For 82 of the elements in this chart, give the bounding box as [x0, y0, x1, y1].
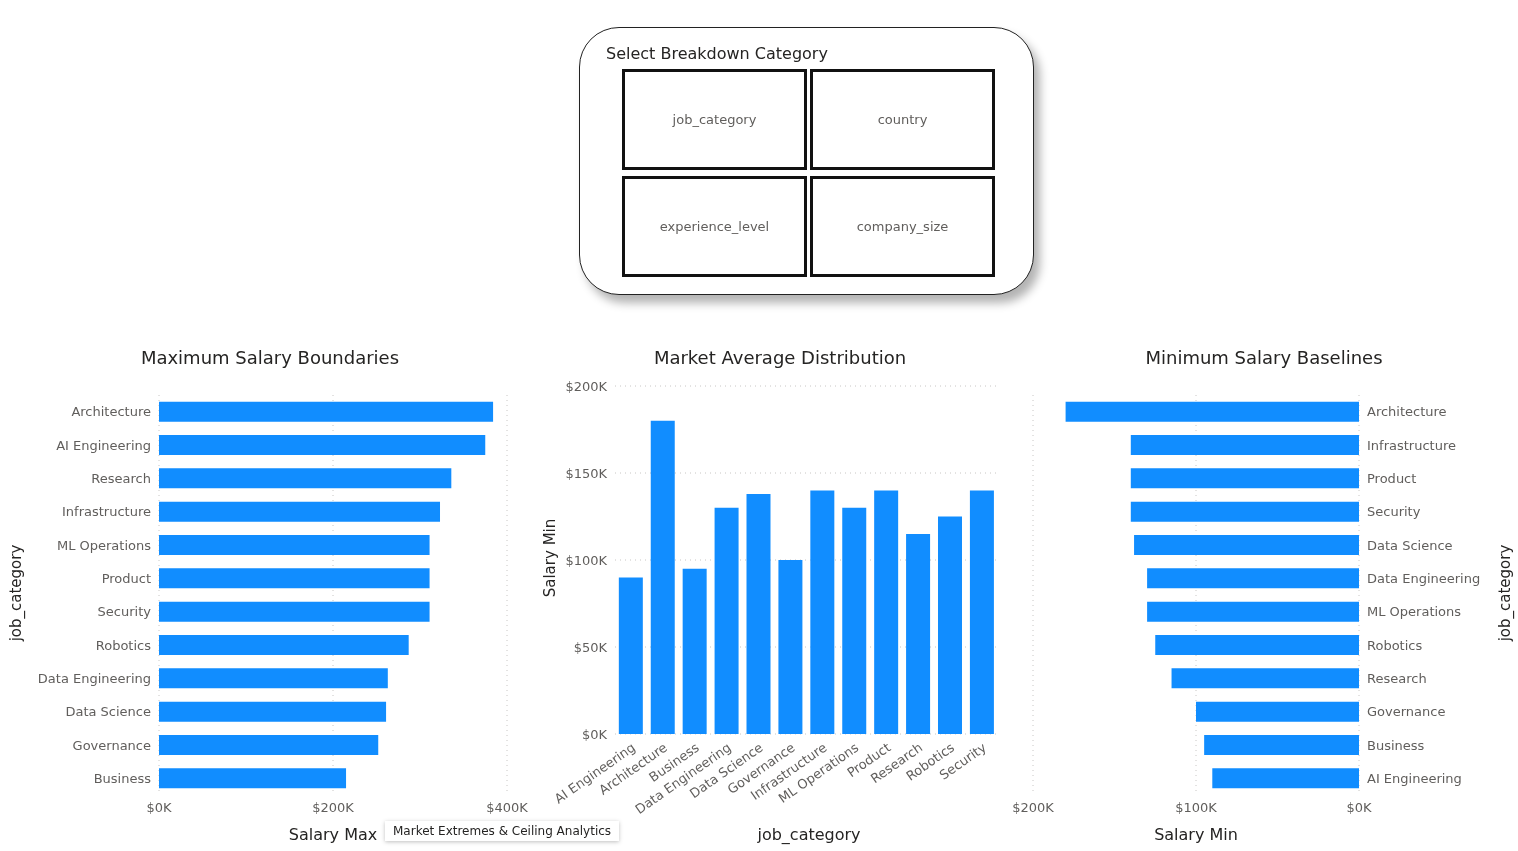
- y-tick-label: Research: [1367, 670, 1427, 686]
- y-axis-title: Salary Min: [541, 518, 559, 598]
- bar: [1212, 768, 1359, 789]
- text: job_category: [672, 112, 757, 127]
- bar: [159, 468, 452, 489]
- bar: [159, 768, 347, 789]
- bar: [159, 668, 388, 689]
- x-tick-label: $400K: [486, 800, 529, 816]
- x-tick-label: $200K: [312, 800, 355, 816]
- y-tick-label: $200K: [565, 378, 608, 394]
- bar: [1065, 401, 1359, 422]
- bar: [159, 535, 430, 555]
- bar: [159, 735, 379, 755]
- bar: [159, 701, 387, 722]
- x-axis-title: Salary Max: [288, 825, 378, 844]
- bar: [159, 435, 486, 455]
- text: country: [877, 112, 928, 127]
- y-tick-label: ML Operations: [56, 537, 152, 553]
- y-tick-label: Robotics: [95, 637, 152, 653]
- y-tick-label: Security: [1367, 504, 1421, 520]
- bar: [1155, 635, 1359, 655]
- y-tick-label: AI Engineering: [56, 437, 151, 453]
- y-tick-label: Data Engineering: [1367, 570, 1481, 586]
- y-tick-label: Research: [91, 470, 151, 486]
- bar: [618, 577, 643, 734]
- y-tick-label: $50K: [573, 639, 608, 655]
- bar: [159, 568, 430, 589]
- y-tick-label: $150K: [565, 465, 608, 481]
- y-tick-label: Data Science: [65, 704, 151, 720]
- bar: [778, 560, 803, 734]
- chart-title: Minimum Salary Baselines: [1144, 347, 1384, 368]
- x-axis-title: Salary Min: [1153, 825, 1239, 844]
- y-tick-label: Governance: [1367, 704, 1446, 720]
- bar: [969, 490, 994, 734]
- bar: [874, 490, 899, 734]
- bar: [159, 501, 441, 522]
- x-tick-label: $0K: [1346, 800, 1372, 816]
- y-tick-label: Security: [97, 604, 152, 620]
- chart-title: Maximum Salary Boundaries: [139, 347, 401, 368]
- y-tick-label: Infrastructure: [1367, 437, 1456, 453]
- bar: [906, 533, 931, 734]
- y-tick-label: Infrastructure: [62, 504, 151, 520]
- bar: [714, 507, 739, 734]
- bar: [1130, 501, 1359, 522]
- bar: [842, 507, 867, 734]
- bar: [1134, 535, 1359, 555]
- y-tick-label: $100K: [565, 552, 608, 568]
- bar: [1196, 701, 1359, 722]
- text: company_size: [856, 219, 949, 234]
- bar: [1147, 568, 1359, 589]
- y-tick-label: Product: [101, 570, 151, 586]
- bar: [1130, 468, 1359, 489]
- bar: [682, 568, 707, 734]
- bar: [810, 490, 835, 734]
- y-tick-label: Architecture: [1367, 404, 1447, 420]
- bar: [746, 493, 771, 734]
- y-tick-label: ML Operations: [1367, 604, 1462, 620]
- text: Select Breakdown Category: [606, 44, 828, 63]
- x-tick-label: $0K: [146, 800, 172, 816]
- bar: [1147, 601, 1359, 622]
- bar: [1204, 735, 1359, 755]
- bar: [159, 635, 409, 655]
- chart-title: Market Average Distribution: [652, 347, 908, 368]
- y-tick-label: Product: [1367, 470, 1417, 486]
- bar: [1171, 668, 1359, 689]
- x-axis-title: job_category: [756, 825, 862, 844]
- y-tick-label: Robotics: [1367, 637, 1423, 653]
- y-tick-label: $0K: [581, 726, 608, 742]
- bar: [1130, 435, 1359, 455]
- y-axis-title: job_category: [7, 544, 25, 642]
- y-axis-title: job_category: [1496, 544, 1514, 642]
- y-tick-label: Data Engineering: [37, 670, 151, 686]
- bar: [159, 601, 430, 622]
- bar: [938, 516, 962, 734]
- y-tick-label: Data Science: [1367, 537, 1453, 553]
- bar: [159, 401, 494, 422]
- x-tick-label: $100K: [1175, 800, 1218, 816]
- text: Market Extremes & Ceiling Analytics: [385, 821, 620, 841]
- y-tick-label: Architecture: [71, 404, 151, 420]
- x-tick-label: $200K: [1012, 800, 1055, 816]
- text: experience_level: [659, 219, 770, 234]
- bar: [650, 420, 675, 734]
